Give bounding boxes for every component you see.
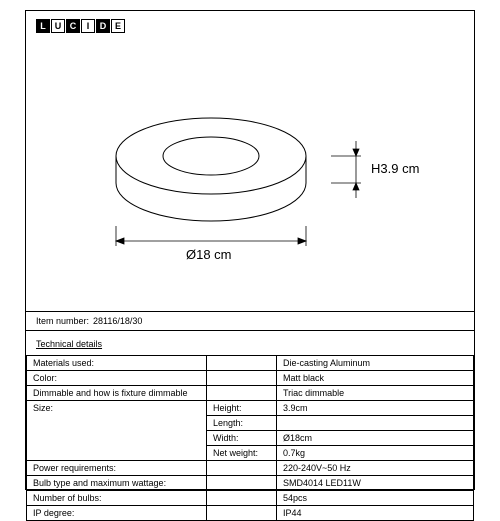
value-cell: IP44 — [277, 506, 474, 521]
label-cell: Size: — [27, 401, 207, 461]
table-row: Color: Matt black — [27, 371, 474, 386]
table-row: Materials used: Die-casting Aluminum — [27, 356, 474, 371]
logo-char: I — [81, 19, 95, 33]
value-cell: Matt black — [277, 371, 474, 386]
table-row: IP degree: IP44 — [27, 506, 474, 521]
sub-cell — [207, 356, 277, 371]
logo-char: D — [96, 19, 110, 33]
table-row: Number of bulbs: 54pcs — [27, 491, 474, 506]
logo-char: E — [111, 19, 125, 33]
label-cell: Number of bulbs: — [27, 491, 207, 506]
value-cell: Die-casting Aluminum — [277, 356, 474, 371]
label-cell: Materials used: — [27, 356, 207, 371]
product-drawing: H3.9 cm Ø18 cm — [26, 41, 476, 311]
spec-sheet: L U C I D E H3.9 cm — [25, 10, 475, 490]
label-cell: IP degree: — [27, 506, 207, 521]
value-cell: 3.9cm — [277, 401, 474, 416]
sub-label: Height: — [207, 401, 277, 416]
table-row: Dimmable and how is fixture dimmable Tri… — [27, 386, 474, 401]
value-cell: SMD4014 LED11W — [277, 476, 474, 491]
table-row: Bulb type and maximum wattage: SMD4014 L… — [27, 476, 474, 491]
label-cell: Bulb type and maximum wattage: — [27, 476, 207, 491]
item-number-label: Item number: — [36, 316, 89, 326]
item-number-value: 28116/18/30 — [93, 316, 142, 326]
value-cell: 220-240V~50 Hz — [277, 461, 474, 476]
specs-table: Materials used: Die-casting Aluminum Col… — [26, 355, 474, 521]
sub-label: Width: — [207, 431, 277, 446]
sub-label: Length: — [207, 416, 277, 431]
brand-logo: L U C I D E — [36, 19, 125, 33]
item-number-row: Item number: 28116/18/30 — [26, 311, 474, 331]
value-cell: Triac dimmable — [277, 386, 474, 401]
label-cell: Power requirements: — [27, 461, 207, 476]
height-label: H3.9 cm — [371, 161, 419, 176]
section-title: Technical details — [36, 339, 102, 349]
diameter-label: Ø18 cm — [186, 247, 232, 262]
value-cell — [277, 416, 474, 431]
table-row: Size: Height: 3.9cm — [27, 401, 474, 416]
value-cell: Ø18cm — [277, 431, 474, 446]
value-cell: 0.7kg — [277, 446, 474, 461]
logo-char: U — [51, 19, 65, 33]
logo-char: L — [36, 19, 50, 33]
table-row: Power requirements: 220-240V~50 Hz — [27, 461, 474, 476]
sub-label: Net weight: — [207, 446, 277, 461]
label-cell: Color: — [27, 371, 207, 386]
value-cell: 54pcs — [277, 491, 474, 506]
logo-char: C — [66, 19, 80, 33]
label-cell: Dimmable and how is fixture dimmable — [27, 386, 207, 401]
